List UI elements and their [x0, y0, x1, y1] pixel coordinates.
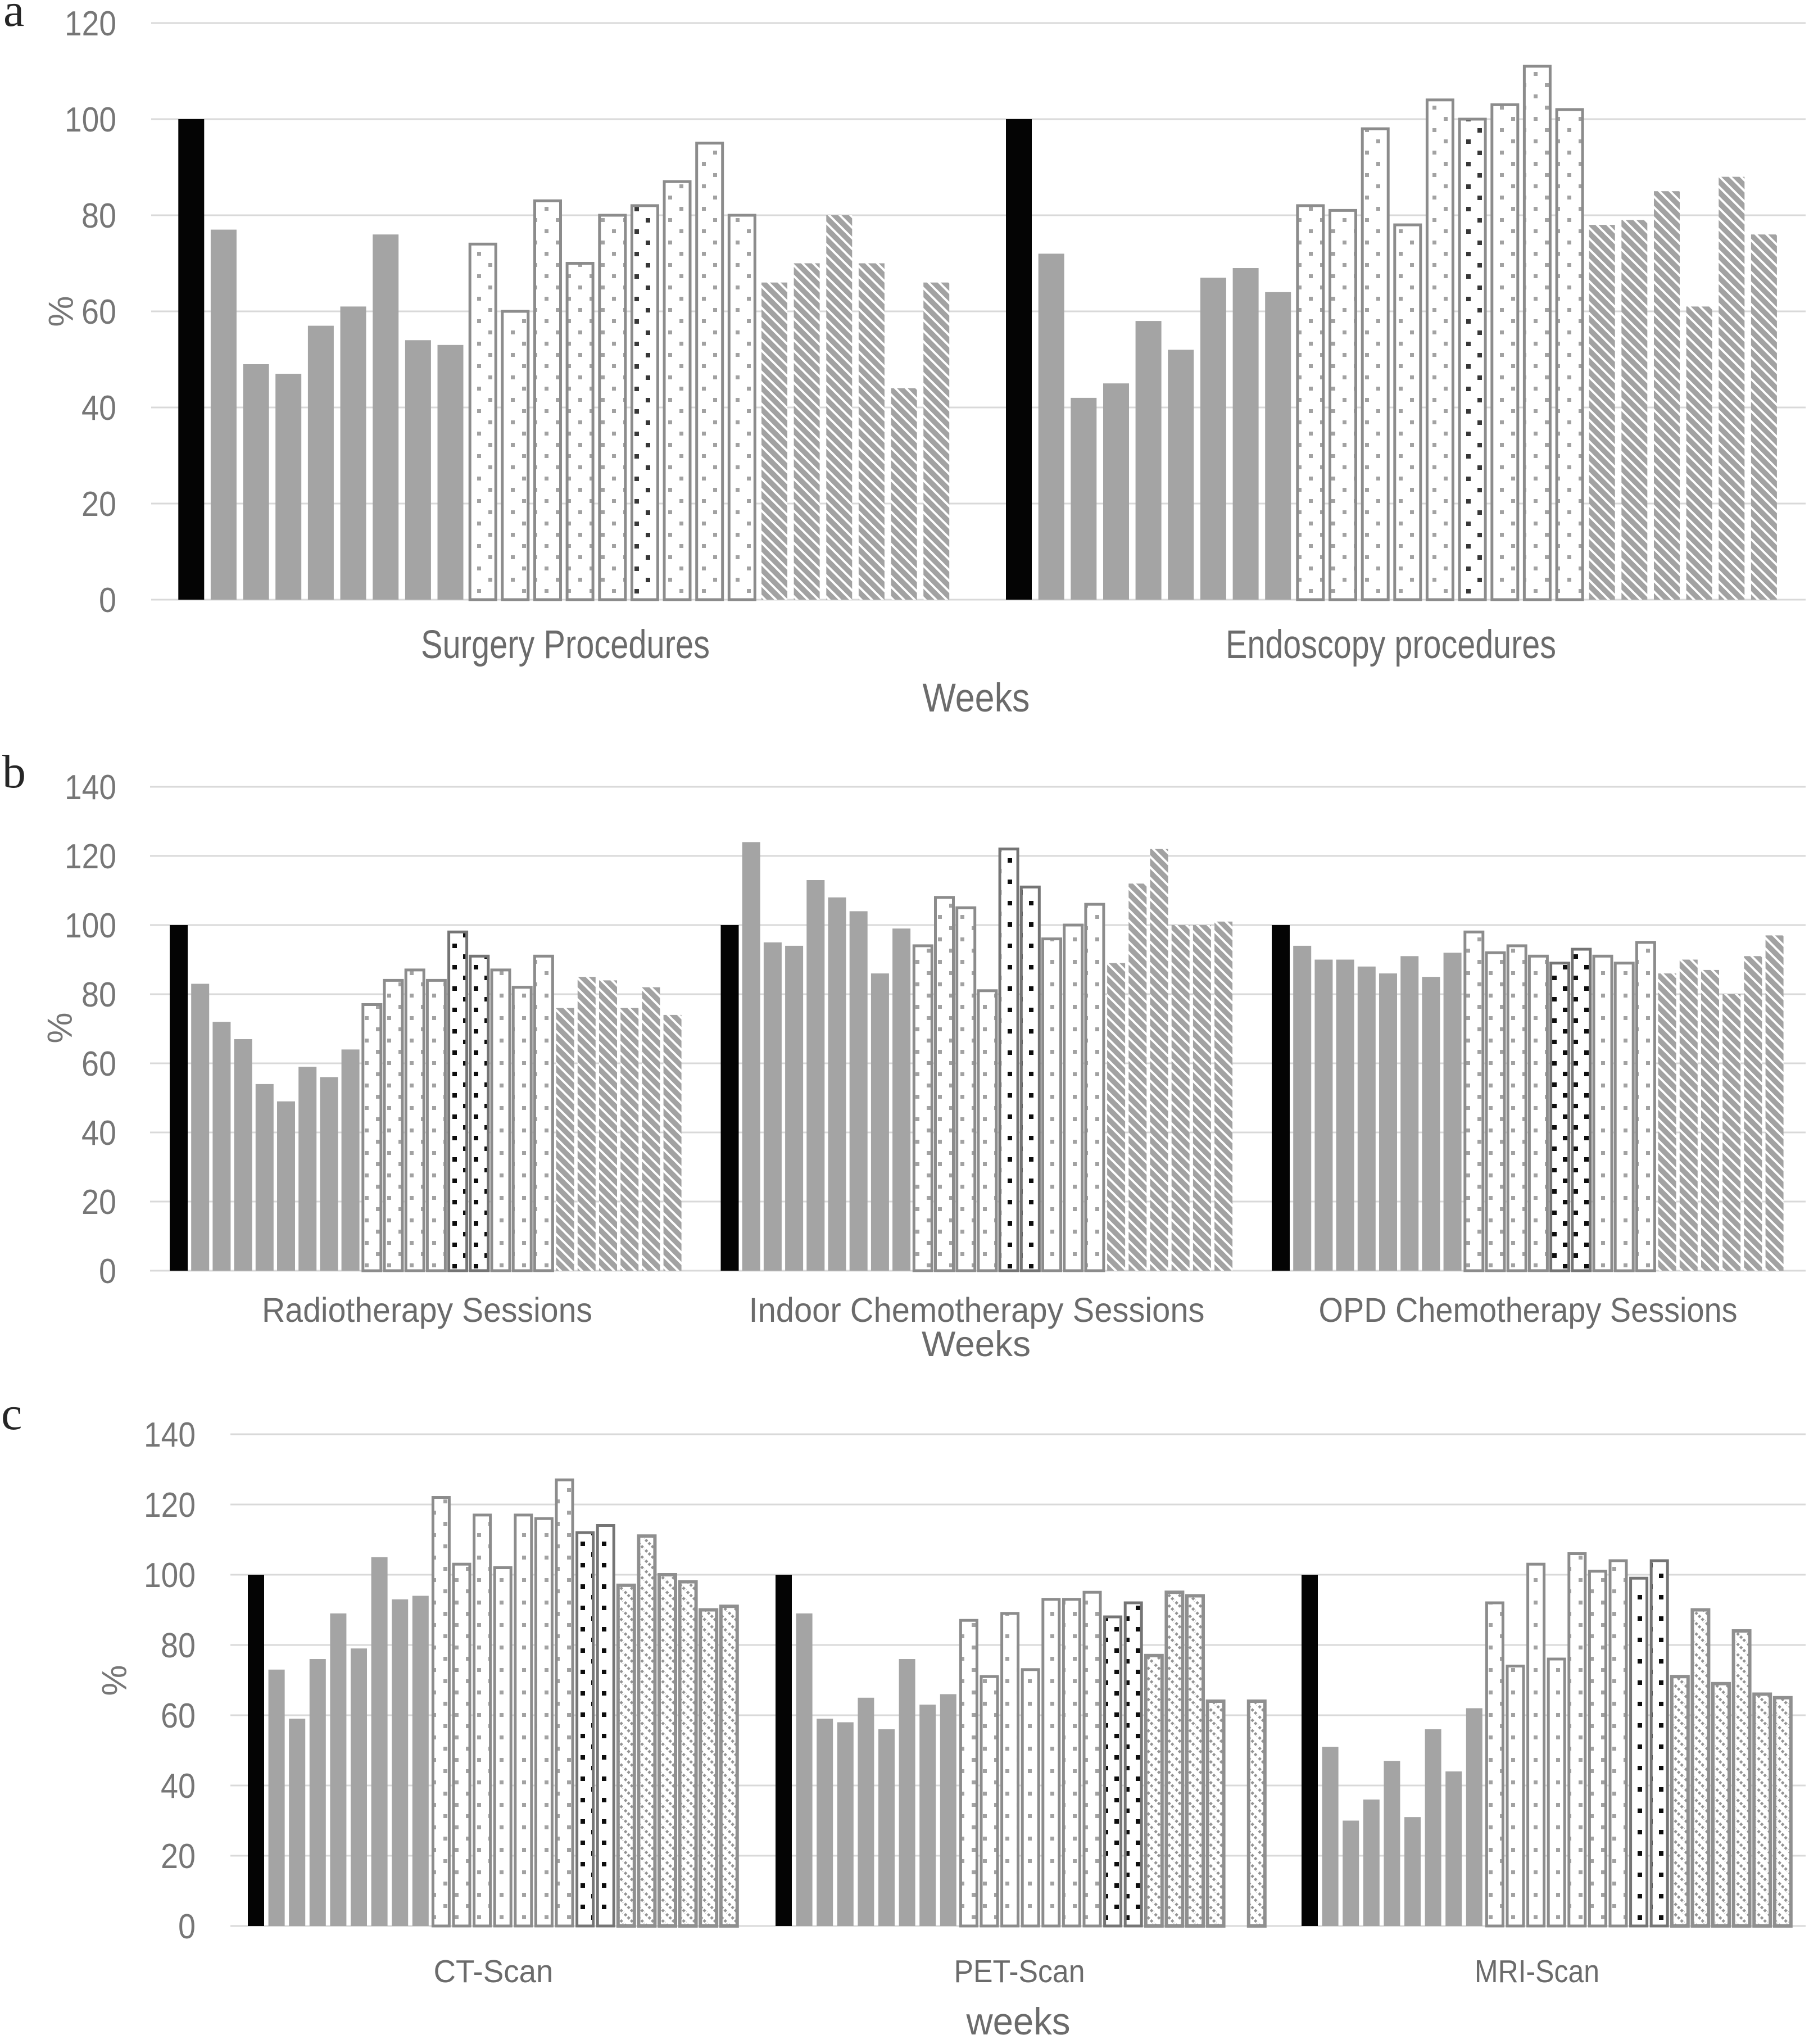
svg-text:0: 0 [178, 1907, 196, 1946]
svg-text:%: % [96, 1665, 134, 1696]
svg-text:0: 0 [99, 1252, 116, 1291]
svg-text:Weeks: Weeks [923, 676, 1030, 720]
svg-text:20: 20 [161, 1837, 196, 1876]
svg-text:60: 60 [81, 1045, 116, 1084]
svg-text:%: % [41, 1012, 80, 1043]
svg-text:20: 20 [81, 1183, 116, 1222]
svg-text:Radiotherapy Sessions: Radiotherapy Sessions [262, 1291, 592, 1329]
svg-text:100: 100 [144, 1556, 196, 1595]
svg-text:40: 40 [81, 1114, 116, 1153]
svg-text:CT-Scan: CT-Scan [434, 1954, 554, 1989]
svg-text:40: 40 [161, 1767, 196, 1806]
svg-text:0: 0 [99, 581, 116, 620]
svg-text:a: a [3, 0, 24, 37]
svg-text:80: 80 [81, 197, 116, 235]
svg-text:OPD Chemotherapy Sessions: OPD Chemotherapy Sessions [1319, 1291, 1738, 1329]
svg-text:80: 80 [161, 1626, 196, 1665]
svg-text:Indoor Chemotherapy Sessions: Indoor Chemotherapy Sessions [749, 1291, 1205, 1329]
svg-text:100: 100 [65, 101, 116, 139]
svg-text:Weeks: Weeks [922, 1325, 1031, 1364]
svg-text:MRI-Scan: MRI-Scan [1475, 1954, 1599, 1989]
svg-text:120: 120 [144, 1486, 196, 1525]
svg-text:100: 100 [65, 907, 116, 945]
svg-text:Endoscopy procedures: Endoscopy procedures [1226, 623, 1556, 667]
svg-text:b: b [2, 746, 26, 798]
svg-text:80: 80 [81, 976, 116, 1014]
svg-text:%: % [42, 296, 81, 327]
svg-text:120: 120 [65, 837, 116, 876]
svg-text:60: 60 [161, 1697, 196, 1735]
svg-text:140: 140 [65, 768, 116, 807]
svg-text:60: 60 [81, 293, 116, 332]
svg-text:Surgery Procedures: Surgery Procedures [421, 623, 710, 667]
svg-text:40: 40 [81, 389, 116, 428]
svg-text:140: 140 [144, 1416, 196, 1454]
svg-text:120: 120 [65, 4, 116, 43]
svg-text:c: c [1, 1388, 22, 1440]
svg-text:20: 20 [81, 485, 116, 524]
svg-text:PET-Scan: PET-Scan [954, 1954, 1085, 1989]
svg-text:weeks: weeks [966, 2000, 1071, 2043]
